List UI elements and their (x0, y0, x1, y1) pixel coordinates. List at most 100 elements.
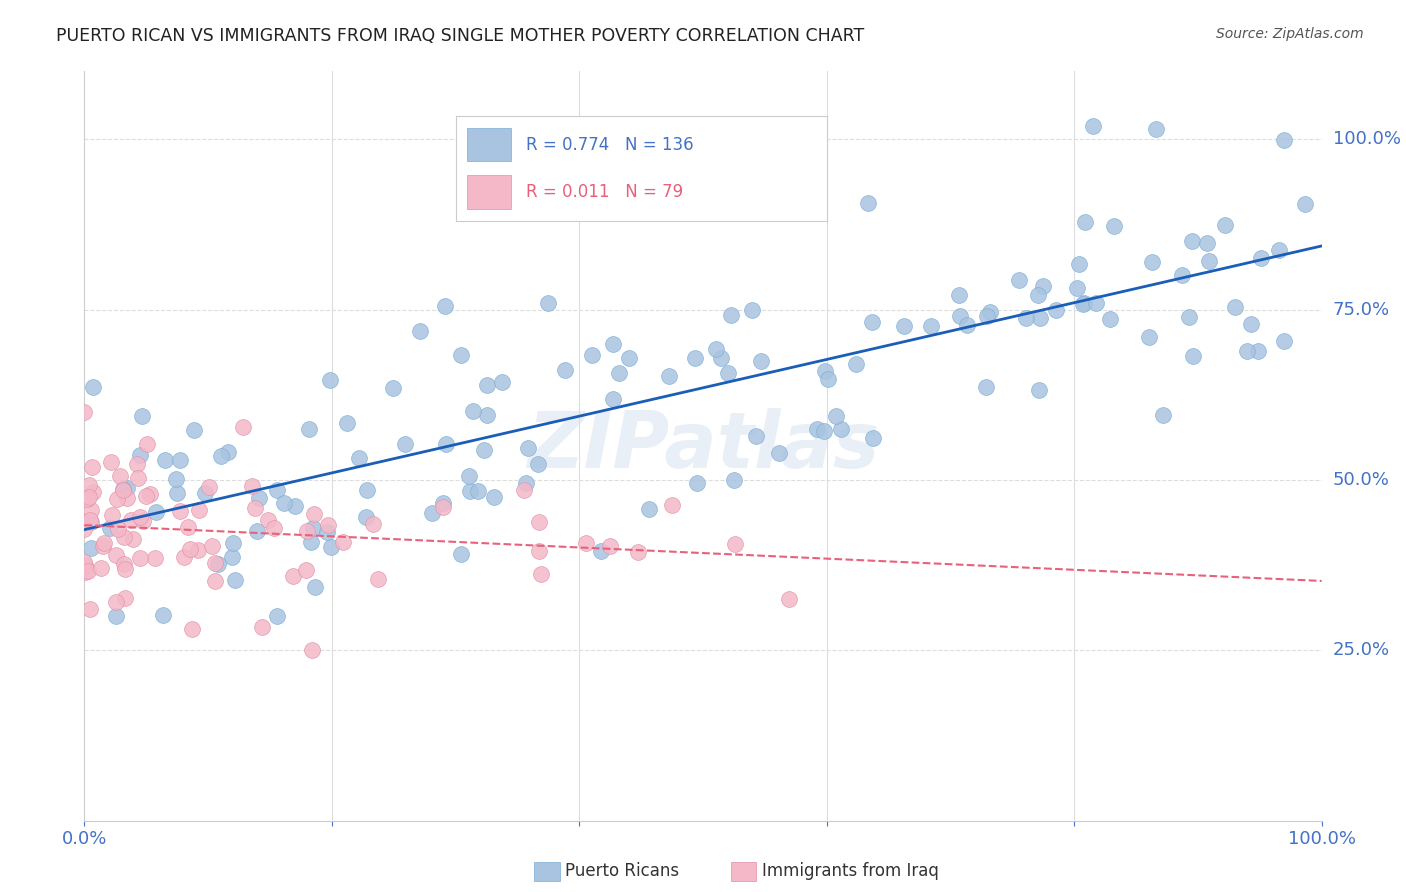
Point (221, 535, 243, 549)
Point (153, 452, 176, 467)
Point (207, 558, 229, 572)
Point (128, 509, 150, 524)
Point (302, 521, 325, 535)
Point (1213, 218, 1236, 232)
Point (127, 471, 149, 485)
Point (138, 486, 160, 500)
Point (73, 522, 96, 536)
Point (602, 392, 624, 407)
Point (607, 367, 630, 381)
Point (73, 405, 96, 419)
Point (703, 128, 725, 143)
Point (420, 506, 443, 520)
Point (107, 522, 129, 536)
Point (948, 288, 970, 302)
Point (1272, 133, 1295, 147)
Point (1073, 214, 1095, 228)
Point (1026, 288, 1049, 302)
Point (198, 480, 221, 494)
Point (778, 591, 800, 606)
Point (1142, 255, 1164, 269)
Point (1067, 257, 1090, 271)
Point (187, 542, 209, 557)
Point (302, 508, 325, 522)
Point (77, 477, 100, 491)
Point (1014, 310, 1036, 325)
Point (135, 489, 157, 503)
Point (530, 567, 553, 582)
Point (77, 490, 100, 504)
Point (179, 542, 201, 557)
Point (1180, 234, 1202, 248)
Point (187, 503, 209, 517)
Point (315, 525, 337, 540)
Point (79, 513, 101, 527)
Point (246, 524, 269, 538)
Point (1029, 310, 1052, 325)
Point (704, 342, 727, 356)
Point (332, 535, 354, 549)
Point (115, 491, 138, 505)
Text: 75.0%: 75.0% (1333, 301, 1391, 318)
Point (862, 431, 884, 445)
Point (80, 515, 103, 529)
Point (554, 363, 576, 377)
Point (316, 517, 339, 532)
Point (394, 436, 416, 450)
Point (321, 540, 343, 554)
Point (1198, 253, 1220, 268)
Point (830, 421, 852, 435)
Point (319, 373, 342, 387)
Point (82, 485, 104, 500)
Point (627, 545, 650, 559)
Point (209, 450, 232, 464)
Point (1083, 119, 1105, 133)
Point (1045, 303, 1067, 318)
Point (181, 622, 204, 636)
Point (169, 453, 191, 467)
Point (263, 521, 285, 535)
Point (1236, 344, 1258, 359)
Point (589, 544, 612, 558)
Text: PUERTO RICAN VS IMMIGRANTS FROM IRAQ SINGLE MOTHER POVERTY CORRELATION CHART: PUERTO RICAN VS IMMIGRANTS FROM IRAQ SIN… (56, 27, 865, 45)
Point (976, 380, 998, 394)
Point (1008, 273, 1031, 287)
Point (724, 537, 747, 551)
Point (204, 574, 226, 589)
Point (825, 409, 848, 423)
Point (381, 380, 404, 394)
Point (101, 508, 124, 522)
Point (217, 445, 239, 459)
Point (131, 409, 153, 423)
Point (166, 486, 188, 500)
Point (458, 483, 481, 498)
Point (120, 513, 142, 527)
Point (80, 541, 103, 555)
Point (450, 348, 472, 362)
Point (82, 460, 104, 475)
Point (361, 517, 384, 532)
Point (135, 437, 157, 451)
Point (169, 504, 191, 518)
Point (232, 419, 254, 434)
Point (301, 643, 323, 657)
Point (132, 514, 155, 528)
Point (356, 510, 378, 524)
Point (299, 534, 322, 549)
Point (221, 550, 243, 565)
Point (720, 309, 742, 323)
Point (91, 539, 114, 553)
Point (76, 491, 98, 506)
Point (80, 502, 103, 516)
Point (1274, 334, 1296, 349)
Point (1104, 219, 1126, 233)
Point (686, 475, 709, 490)
Text: 100.0%: 100.0% (1333, 130, 1400, 148)
Point (304, 580, 326, 594)
Point (745, 429, 768, 443)
Point (1028, 383, 1050, 397)
Point (1240, 317, 1263, 331)
Point (1073, 297, 1095, 311)
Point (979, 305, 1001, 319)
Point (513, 483, 536, 497)
